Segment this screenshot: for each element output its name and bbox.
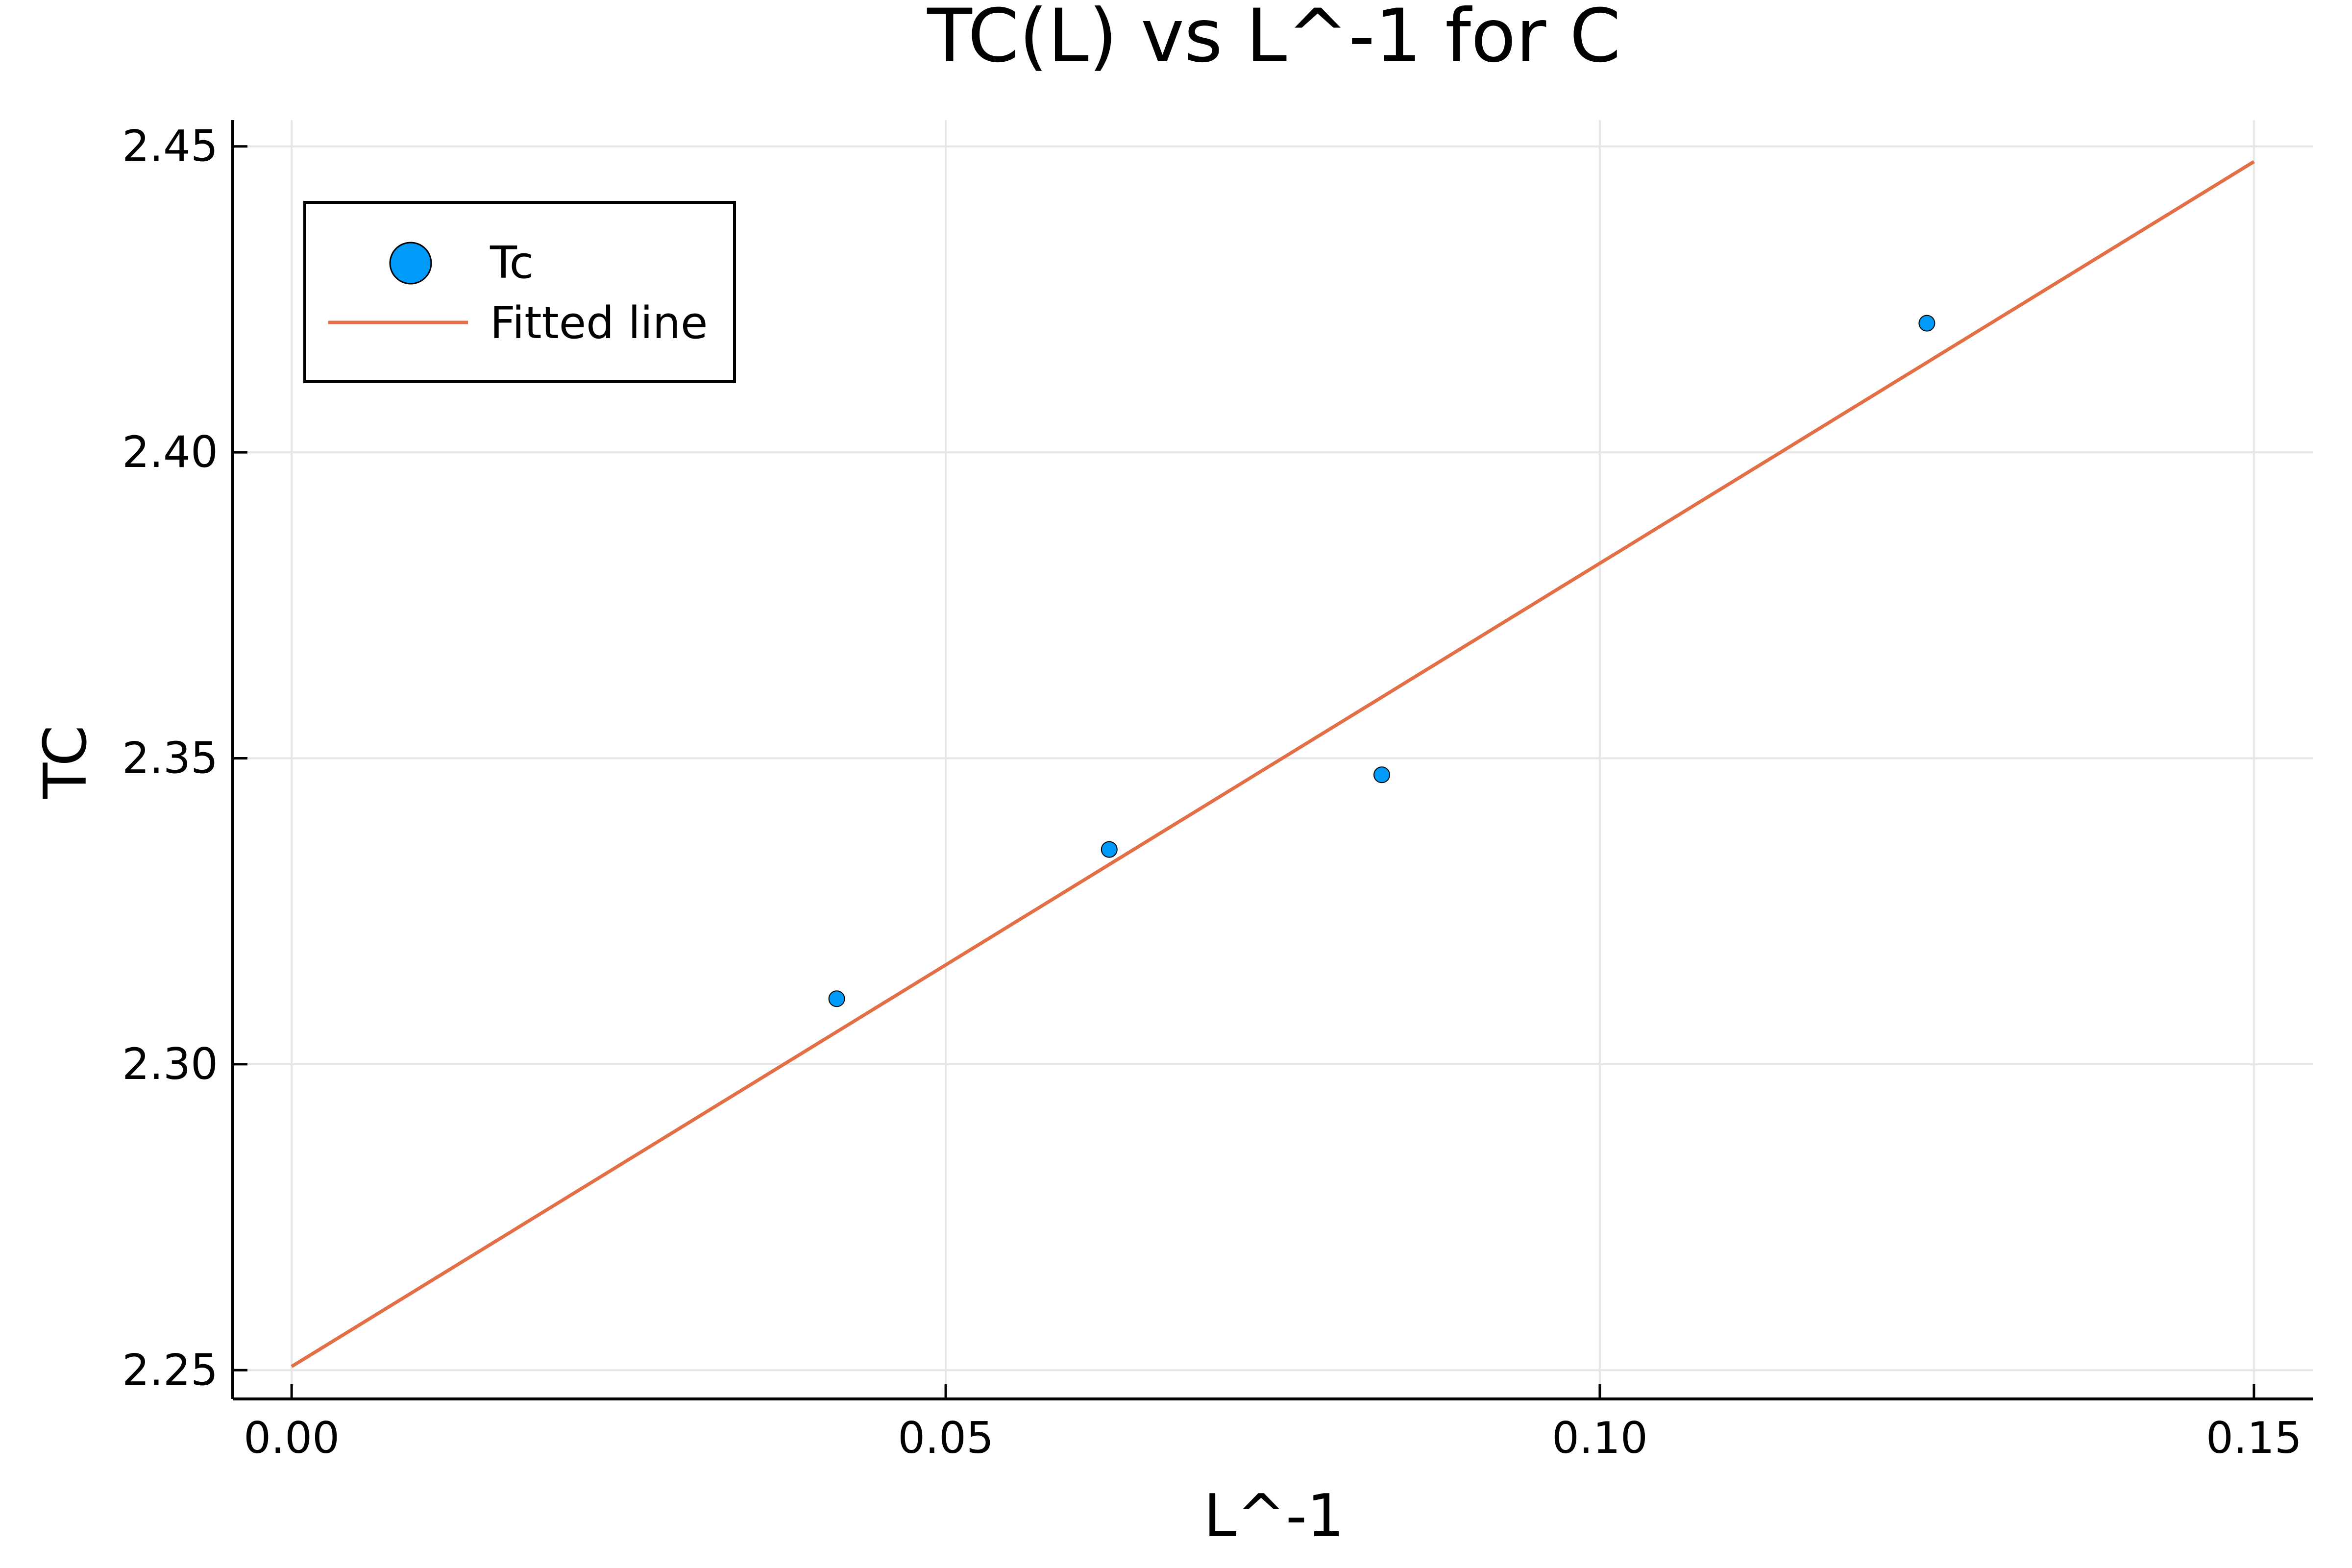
y-tick-label-0: 2.25 [122, 1345, 218, 1395]
y-tick-label-4: 2.45 [122, 121, 218, 172]
data-point-1 [1101, 841, 1118, 858]
data-point-2 [1373, 766, 1390, 784]
legend: Tc Fitted line [303, 201, 736, 383]
series [291, 160, 2255, 1368]
legend-box [303, 201, 736, 383]
legend-label-tc: Tc [490, 237, 534, 289]
data-point-0 [828, 990, 845, 1007]
legend-label-fitted-line: Fitted line [490, 297, 708, 349]
y-tick-label-1: 2.30 [122, 1039, 218, 1089]
y-tick-label-3: 2.40 [122, 427, 218, 477]
x-tick-label-3: 0.15 [2206, 1413, 2302, 1463]
data-point-3 [1918, 315, 1936, 332]
grid [233, 120, 2313, 1399]
ticks: 0.00 0.05 0.10 0.15 2.25 2.30 2.35 2.40 2.45 [122, 121, 2302, 1463]
y-axis-label: TC [32, 725, 100, 799]
x-axis-label: L^-1 [1203, 1482, 1344, 1550]
fitted-line [291, 160, 2255, 1368]
y-tick-label-2: 2.35 [122, 733, 218, 784]
x-tick-label-1: 0.05 [898, 1413, 994, 1463]
chart-title: TC(L) vs L^-1 for C [927, 0, 1621, 79]
x-tick-label-0: 0.00 [244, 1413, 340, 1463]
x-tick-label-2: 0.10 [1552, 1413, 1648, 1463]
legend-marker-tc [389, 242, 432, 285]
